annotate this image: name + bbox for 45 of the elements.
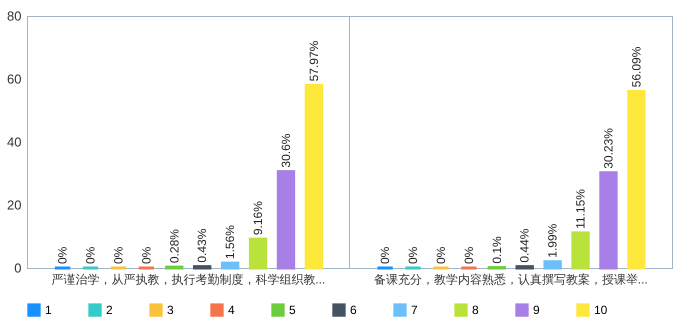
bar [220, 262, 240, 270]
legend-label: 2 [106, 303, 113, 318]
data-label: 0% [462, 246, 476, 264]
data-label: 0% [434, 246, 448, 264]
data-label: 0% [406, 246, 420, 264]
data-label: 57.97% [306, 40, 321, 82]
legend-label: 4 [228, 303, 235, 318]
legend-label: 10 [594, 303, 608, 318]
data-label: 30.6% [278, 133, 293, 168]
x-tick-label: 备课充分，教学内容熟悉，认真撰写教案，授课举... [374, 272, 648, 286]
legend-label: 9 [533, 303, 540, 318]
x-tick-label: 严谨治学，从严执教，执行考勤制度，科学组织教... [51, 272, 326, 286]
data-label: 1.99% [546, 223, 560, 258]
data-label: 1.56% [223, 224, 238, 260]
data-label: 0% [56, 246, 70, 264]
data-label: 0.28% [167, 228, 182, 264]
data-label: 0% [378, 246, 392, 264]
legend-label: 8 [472, 303, 479, 318]
y-tick-label: 40 [7, 134, 22, 150]
bar [304, 84, 324, 270]
data-label: 0.43% [195, 228, 210, 263]
data-label: 0% [111, 246, 126, 264]
bar [276, 170, 296, 270]
legend-label: 5 [289, 303, 296, 318]
bar [248, 238, 268, 270]
data-label: 56.09% [629, 46, 644, 88]
legend-label: 1 [45, 303, 52, 318]
bar [599, 171, 618, 270]
y-tick-label: 20 [7, 198, 22, 212]
data-label: 0.44% [518, 228, 532, 263]
data-label: 0% [139, 246, 154, 264]
y-tick-label: 80 [7, 8, 22, 24]
bar [571, 231, 590, 270]
y-tick-label: 60 [7, 72, 22, 86]
legend-label: 6 [350, 303, 357, 318]
y-tick-label: 0 [14, 260, 22, 276]
legend-label: 7 [411, 303, 418, 318]
legend-label: 3 [167, 303, 174, 318]
data-label: 0% [84, 246, 98, 264]
data-label: 9.16% [251, 200, 266, 236]
bar [627, 90, 646, 270]
bar [543, 260, 562, 270]
data-label: 30.23% [601, 128, 616, 169]
data-label: 0.1% [490, 236, 504, 264]
data-label: 11.15% [574, 188, 588, 229]
